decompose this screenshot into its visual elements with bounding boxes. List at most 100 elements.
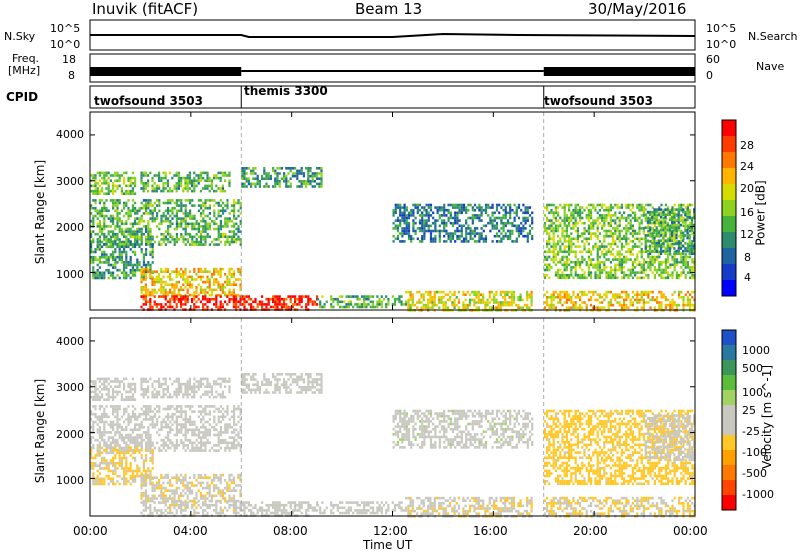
echo-cell [107, 276, 110, 280]
echo-cell [574, 211, 577, 215]
echo-cell [162, 288, 165, 292]
echo-cell [103, 425, 106, 429]
echo-cell [177, 382, 180, 386]
echo-cell [688, 216, 691, 219]
echo-cell [164, 201, 167, 205]
echo-cell [254, 185, 257, 188]
echo-cell [291, 295, 294, 298]
echo-cell [98, 192, 101, 195]
echo-cell [114, 174, 117, 177]
echo-cell [147, 395, 150, 399]
echo-cell [445, 224, 448, 228]
echo-cell [103, 182, 106, 185]
echo-cell [583, 208, 586, 212]
echo-cell [369, 295, 372, 298]
echo-cell [667, 237, 670, 241]
echo-cell [478, 240, 481, 243]
echo-cell [412, 227, 415, 230]
echo-cell [162, 182, 165, 185]
echo-cell [671, 231, 674, 235]
echo-cell [204, 235, 207, 239]
echo-cell [112, 441, 115, 445]
echo-cell [504, 301, 507, 304]
echo-cell [495, 293, 498, 296]
echo-cell [574, 237, 577, 241]
echo-cell [191, 227, 194, 231]
echo-cell [680, 229, 683, 233]
echo-cell [173, 393, 176, 396]
echo-cell [316, 172, 319, 175]
echo-cell [616, 216, 619, 220]
echo-cell [649, 263, 652, 267]
echo-cell [473, 214, 477, 217]
echo-cell [506, 237, 510, 241]
echo-cell [465, 227, 468, 230]
echo-cell [653, 239, 656, 242]
echo-cell [675, 236, 678, 240]
echo-cell [94, 192, 97, 195]
echo-cell [171, 199, 174, 202]
echo-cell [453, 298, 456, 302]
echo-cell [90, 245, 93, 249]
echo-cell [202, 219, 205, 223]
echo-cell [576, 276, 579, 280]
echo-cell [502, 234, 505, 238]
echo-cell [177, 171, 180, 175]
echo-cell [144, 380, 147, 383]
echo-cell [688, 244, 691, 248]
echo-cell [691, 240, 694, 243]
echo-cell [678, 260, 681, 264]
echo-cell [123, 250, 126, 254]
echo-cell [601, 224, 604, 228]
echo-cell [689, 268, 692, 272]
echo-cell [498, 234, 501, 238]
echo-cell [103, 242, 106, 246]
echo-cell [396, 229, 400, 233]
echo-cell [164, 230, 167, 233]
echo-cell [169, 187, 172, 190]
echo-cell [369, 305, 372, 309]
echo-cell [330, 305, 333, 309]
echo-cell [627, 221, 630, 225]
echo-cell [629, 253, 632, 256]
echo-cell [147, 206, 150, 210]
echo-cell [634, 242, 637, 246]
echo-cell [98, 214, 101, 218]
echo-cell [230, 238, 233, 241]
echo-cell [675, 258, 678, 261]
echo-cell [103, 274, 106, 277]
echo-cell [153, 288, 156, 292]
echo-cell [563, 245, 566, 248]
echo-cell [445, 214, 448, 217]
echo-cell [134, 182, 137, 185]
echo-cell [371, 305, 375, 309]
echo-cell [120, 174, 123, 177]
echo-cell [513, 203, 516, 207]
echo-cell [563, 224, 566, 228]
echo-cell [636, 271, 639, 274]
echo-cell [265, 185, 268, 188]
echo-cell [690, 244, 693, 248]
echo-cell [418, 240, 422, 243]
echo-cell [120, 428, 123, 432]
echo-cell [112, 266, 115, 269]
echo-cell [276, 295, 279, 298]
echo-cell [134, 217, 137, 220]
echo-cell [678, 296, 681, 299]
echo-cell [103, 261, 106, 264]
echo-cell [265, 182, 268, 186]
echo-cell [669, 303, 672, 307]
echo-cell [182, 278, 185, 281]
echo-cell [156, 235, 159, 239]
echo-cell [574, 306, 577, 309]
echo-cell [434, 206, 437, 209]
echo-cell [473, 290, 476, 294]
echo-cell [548, 250, 551, 254]
echo-cell [112, 192, 115, 195]
echo-cell [140, 280, 143, 284]
echo-cell [206, 297, 209, 301]
echo-cell [166, 388, 169, 391]
echo-cell [186, 395, 189, 399]
echo-cell [609, 229, 612, 233]
echo-cell [570, 216, 573, 220]
